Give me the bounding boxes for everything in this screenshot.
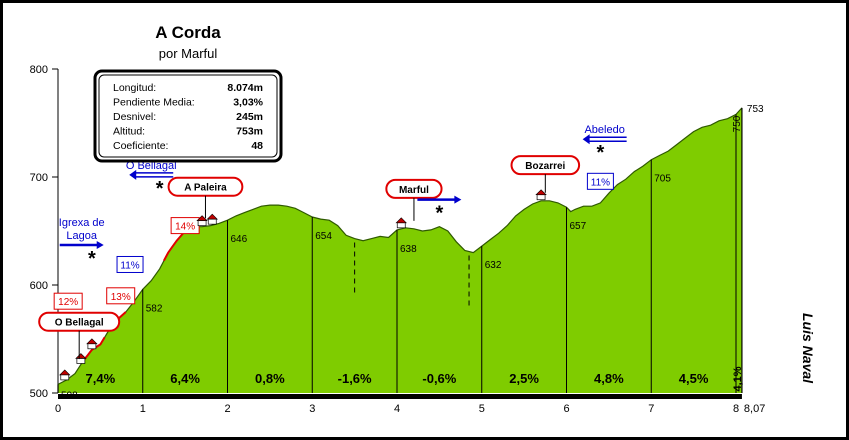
turn-gradient-label: 11% [120,260,139,271]
segment-gradient-label: 4,5% [679,371,709,386]
steep-ramp-label: 13% [111,292,131,303]
stat-value: 753m [236,126,263,138]
stat-value: 3,03% [233,97,263,109]
turn-gradient-badge [116,255,144,273]
x-tick-label: 2 [224,403,230,415]
elevation-area [58,107,742,394]
direction-arrow-head [454,195,462,204]
direction-name: O Bellagal [126,160,177,172]
segment-gradient-label: -1,6% [338,371,372,386]
stat-label: Desnivel: [113,111,156,123]
km-altitude-label: 657 [570,221,587,232]
segment-gradient-label: 2,5% [509,371,539,386]
village-name: A Paleira [184,183,227,194]
house-body [207,218,217,225]
km-altitude-label: 705 [654,174,671,185]
x-tick-label: 6 [563,403,569,415]
house-icon [535,189,547,201]
house-icon [75,353,87,364]
y-tick-label: 600 [30,280,48,292]
turn-gradient-label: 11% [591,177,610,188]
segment-gradient-label: 6,4% [170,371,200,386]
chart-title: A Corda [155,23,221,42]
km-altitude-label: 632 [485,260,502,271]
stats-box-inner [98,74,278,158]
house-roof [535,189,547,196]
x-tick-label: 8 [733,403,739,415]
house-icon [206,213,218,225]
chart-subtitle: por Marful [159,46,218,61]
house-roof [395,217,407,224]
end-altitude-label: 753 [747,104,764,115]
turn-gradient-badge [586,172,614,190]
x-tick-label: 7 [648,403,654,415]
stat-value: 48 [251,140,263,152]
x-end-label: 8,07 [744,403,765,415]
x-tick-label: 4 [394,403,400,415]
house-icon [59,369,71,381]
house-body [60,374,70,381]
segment-gradient-label: -0,6% [422,371,456,386]
stat-label: Altitud: [113,126,145,138]
y-tick-label: 800 [30,64,48,76]
direction-name: Lagoa [66,230,97,242]
direction-name: Abeledo [584,124,624,136]
direction-name: Igrexa de [59,217,105,229]
house-icon [86,338,98,350]
junction-star-icon: * [597,142,605,164]
direction-arrow-head [129,169,137,180]
x-axis-bar [58,394,742,399]
house-roof [59,369,71,376]
stat-value: 245m [236,111,263,123]
junction-star-icon: * [435,203,443,225]
junction-star-icon: * [156,178,164,200]
km-altitude-label: 654 [315,231,332,242]
y-tick-label: 500 [30,388,48,400]
chart-frame: A Corda por Marful 500 600 700 800 12% 13% 14% 58… [3,3,846,437]
km-altitude-label: 582 [146,303,163,314]
steep-ramp-badge [106,287,136,305]
house-roof [86,338,98,345]
house-icon [395,217,407,229]
house-body [396,222,406,229]
house-icon [196,215,208,227]
stat-value: 8.074m [227,82,263,94]
direction-arrow-head [582,134,590,145]
village-name: Bozarrei [525,161,565,172]
y-tick-label: 700 [30,172,48,184]
segment-gradient-label: 0,8% [255,371,285,386]
house-body [197,220,207,227]
stat-label: Longitud: [113,82,156,94]
steep-ramp-label: 12% [58,297,78,308]
house-roof [75,353,87,359]
km-altitude-label: 750 [732,115,743,132]
x-tick-label: 3 [309,403,315,415]
house-body [87,343,97,350]
segment-gradient-label: 4,1% [732,366,744,391]
stat-label: Pendiente Media: [113,97,195,109]
steep-ramp-badge [53,292,83,310]
house-body [76,358,86,364]
village-name: Marful [399,185,429,196]
segment-gradient-label: 7,4% [86,371,116,386]
house-body [536,194,546,201]
house-roof [206,213,218,220]
steep-ramp-label: 14% [175,222,195,233]
km-altitude-label: 646 [231,234,248,245]
village-name: O Bellagal [55,318,104,329]
direction-arrow-head [96,241,104,250]
x-tick-label: 5 [479,403,485,415]
author-signature: Luis Naval [800,313,816,384]
x-tick-label: 0 [55,403,61,415]
x-tick-label: 1 [140,403,146,415]
stat-label: Coeficiente: [113,140,168,152]
segment-gradient-label: 4,8% [594,371,624,386]
stats-box [93,69,283,163]
km-altitude-label: 638 [400,244,417,255]
junction-star-icon: * [88,248,96,270]
